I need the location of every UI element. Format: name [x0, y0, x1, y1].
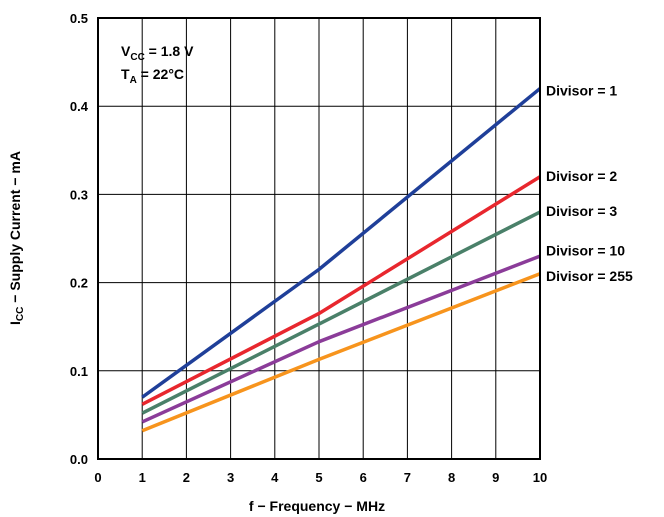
series-label: Divisor = 1 — [546, 83, 617, 99]
x-tick-label: 0 — [94, 470, 101, 485]
ta-subscript: A — [130, 75, 137, 86]
plot-frame — [97, 17, 541, 460]
y-tick-label: 0.0 — [70, 452, 88, 467]
series-label: Divisor = 255 — [546, 268, 633, 284]
vcc-main: V — [121, 43, 131, 59]
x-tick-label: 10 — [533, 470, 547, 485]
series-label: Divisor = 3 — [546, 203, 617, 219]
y-tick-label: 0.2 — [70, 276, 88, 291]
y-axis-title: ICC − Supply Current − mA — [7, 151, 26, 325]
y-tick-label: 0.3 — [70, 187, 88, 202]
vcc-rest: = 1.8 V — [145, 43, 194, 59]
series-line-divisor-2 — [141, 175, 541, 406]
x-tick-label: 5 — [315, 470, 322, 485]
y-axis-title-main: I — [7, 321, 23, 325]
y-tick-label: 0.1 — [70, 364, 88, 379]
series-label: Divisor = 10 — [546, 243, 625, 259]
series-line-divisor-10 — [141, 254, 541, 424]
x-axis-title: f − Frequency − MHz — [249, 498, 385, 514]
series-lines — [141, 87, 542, 433]
x-tick-labels: 0 1 2 3 4 5 6 7 8 9 10 — [94, 470, 547, 485]
x-tick-label: 9 — [492, 470, 499, 485]
x-tick-label: 4 — [271, 470, 279, 485]
y-tick-label: 0.5 — [70, 11, 88, 26]
vcc-annotation: VCC = 1.8 V — [121, 43, 194, 63]
y-tick-labels: 0.0 0.1 0.2 0.3 0.4 0.5 — [70, 11, 89, 467]
ta-annotation: TA = 22°C — [121, 66, 184, 86]
series-label: Divisor = 2 — [546, 168, 617, 184]
series-line-divisor-255 — [141, 272, 541, 433]
y-axis-title-subscript: CC — [15, 307, 26, 321]
series-line-divisor-3 — [141, 210, 541, 415]
x-tick-label: 7 — [404, 470, 411, 485]
ta-rest: = 22°C — [137, 66, 184, 82]
series-line-divisor-1 — [141, 87, 542, 399]
y-tick-label: 0.4 — [70, 99, 89, 114]
x-tick-label: 6 — [360, 470, 367, 485]
y-axis-title-rest: − Supply Current − mA — [7, 151, 23, 307]
x-tick-label: 1 — [139, 470, 146, 485]
x-tick-label: 2 — [183, 470, 190, 485]
series-labels: Divisor = 1 Divisor = 2 Divisor = 3 Divisor… — [546, 83, 633, 284]
ta-main: T — [121, 66, 130, 82]
x-tick-label: 3 — [227, 470, 234, 485]
x-tick-label: 8 — [448, 470, 455, 485]
vcc-subscript: CC — [130, 52, 144, 63]
